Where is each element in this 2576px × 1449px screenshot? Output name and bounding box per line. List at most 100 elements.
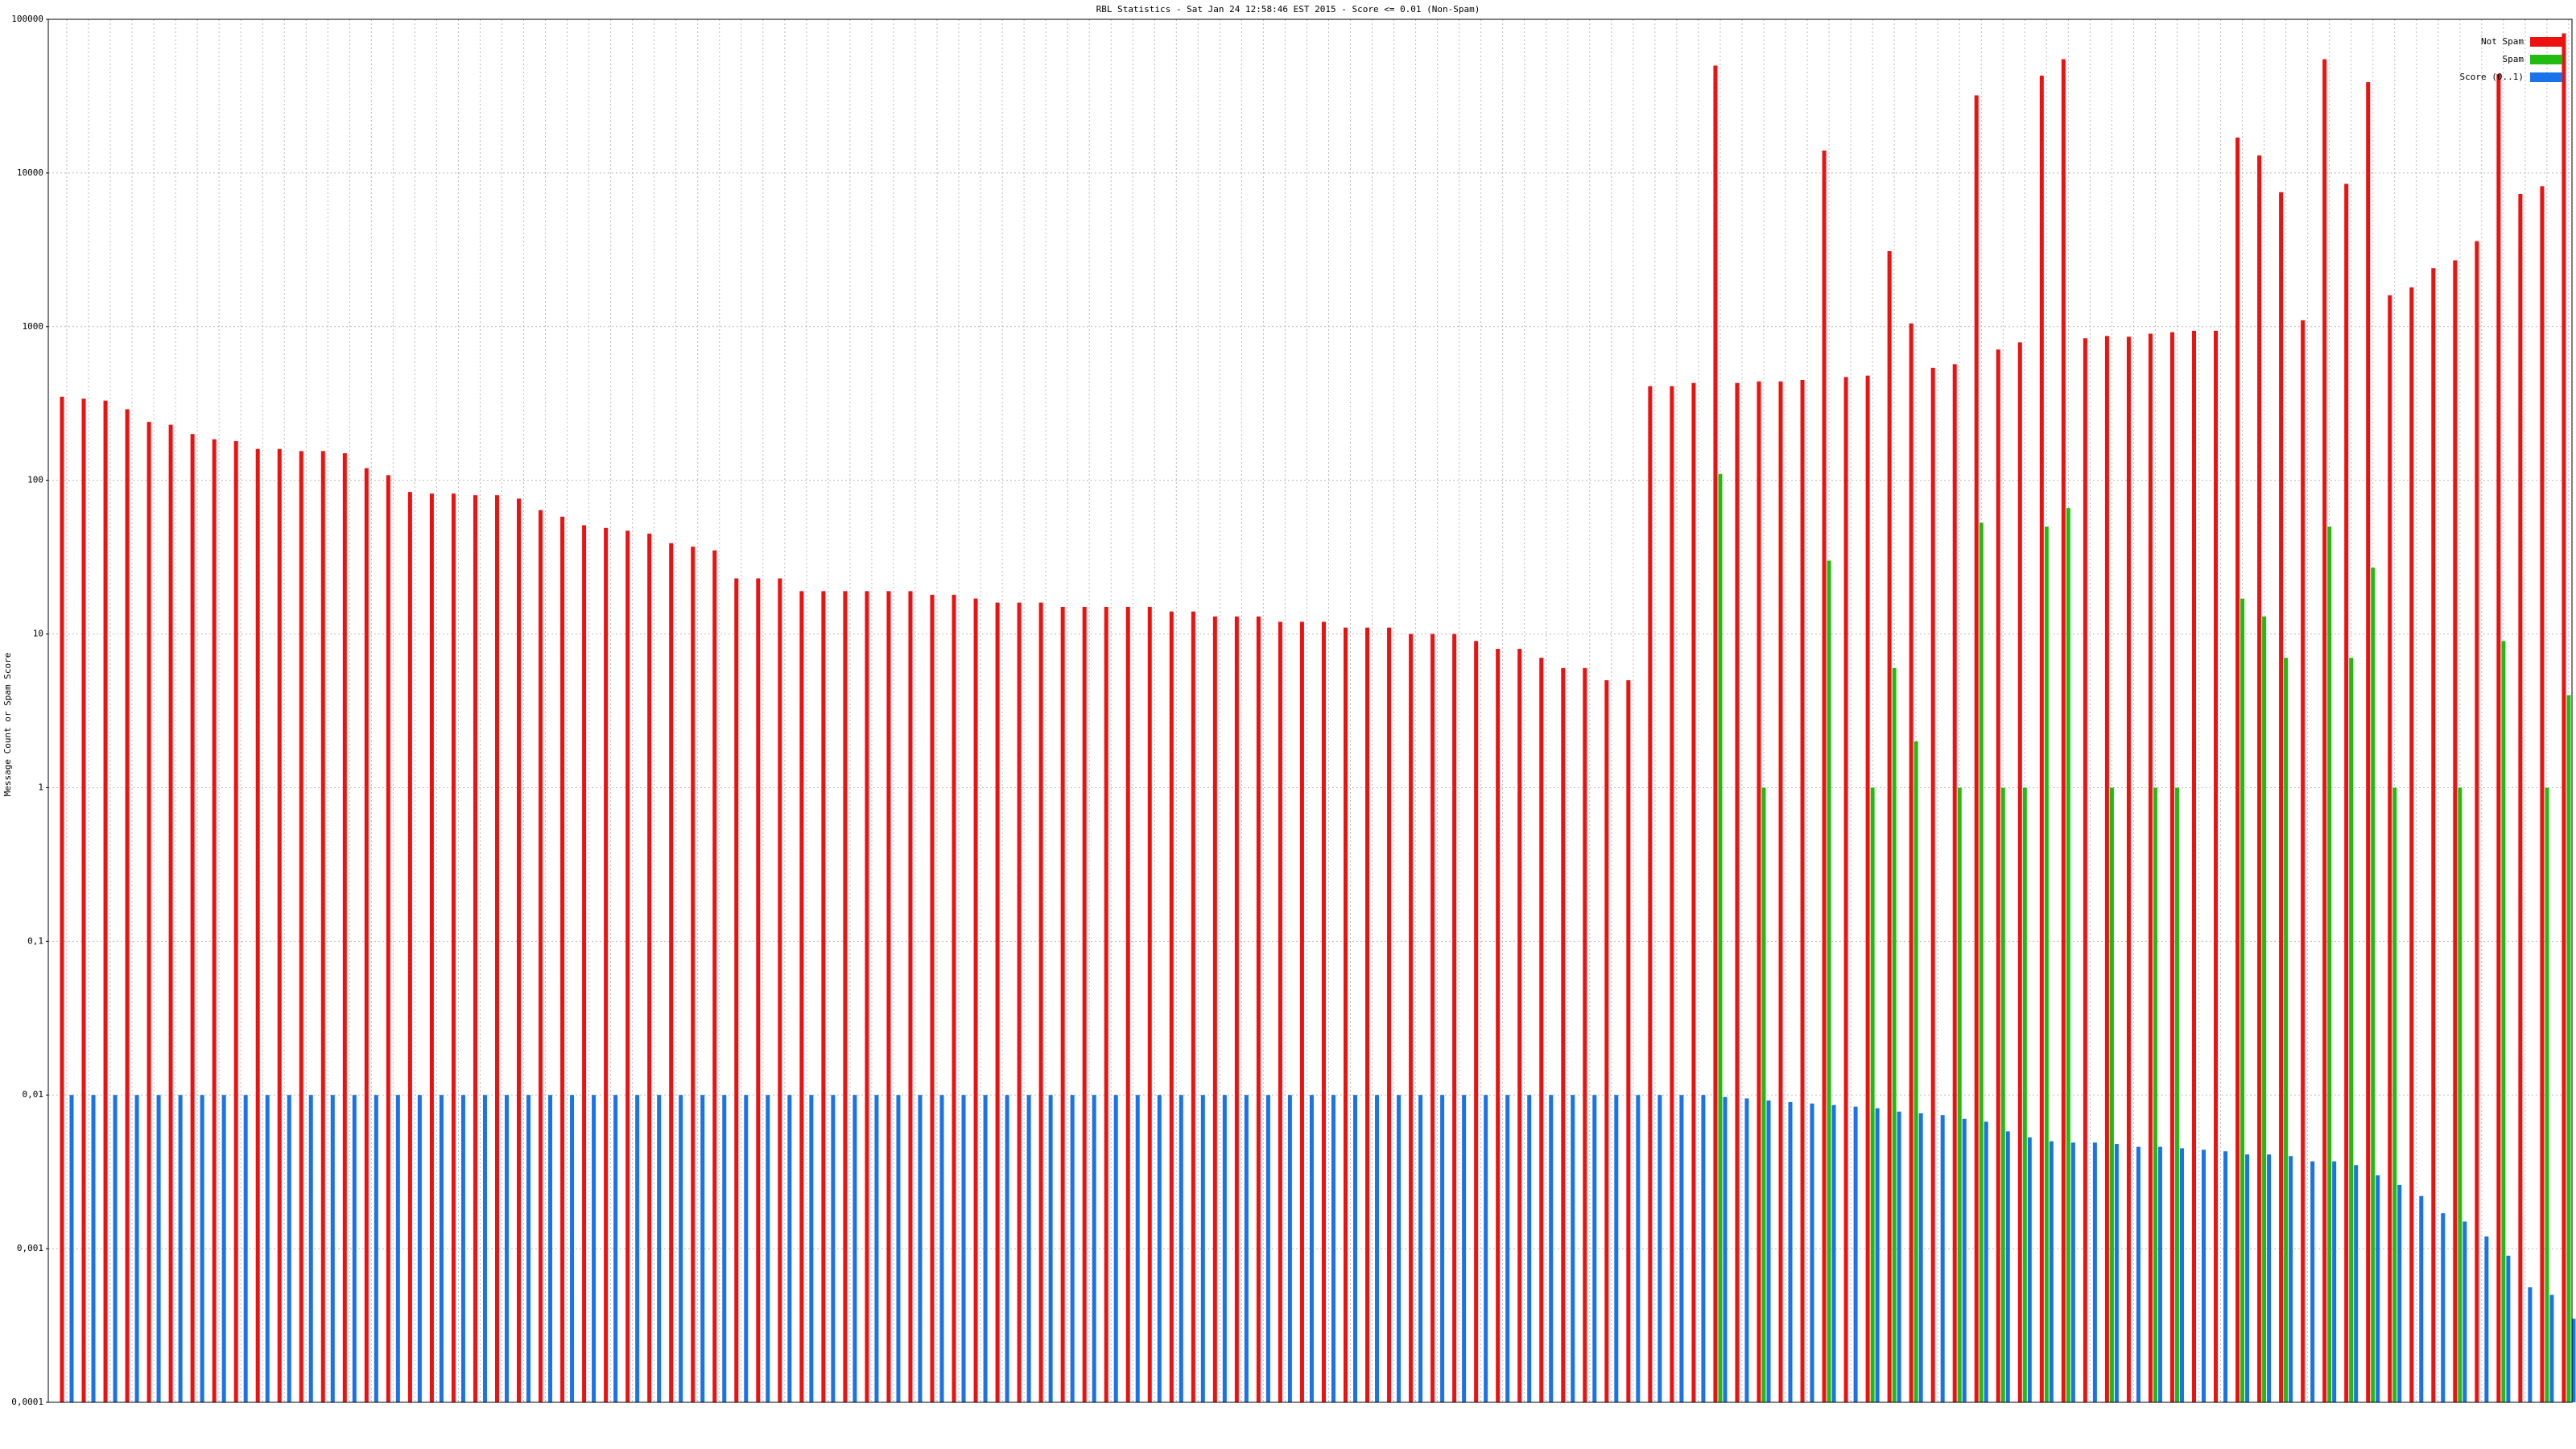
bar [2136, 1146, 2140, 1402]
bar [2027, 1137, 2032, 1402]
bar [1744, 1098, 1749, 1402]
bar [364, 468, 369, 1403]
bar [1831, 1104, 1836, 1402]
bar [2354, 1165, 2359, 1402]
bar [1940, 1115, 1945, 1402]
bar [125, 409, 130, 1402]
bar [2240, 598, 2245, 1402]
bar [190, 434, 195, 1402]
bar [2039, 75, 2044, 1402]
bar [1604, 680, 1609, 1402]
bar [1984, 1121, 1988, 1402]
bar [1409, 634, 1414, 1402]
bar [2528, 1287, 2533, 1402]
bar [1527, 1095, 1532, 1402]
bar [1822, 150, 1827, 1403]
bar [1125, 606, 1130, 1402]
bar [2344, 184, 2349, 1402]
bar [1549, 1095, 1554, 1402]
bar [613, 1095, 618, 1402]
bar [178, 1095, 183, 1402]
bar [1375, 1095, 1380, 1402]
bar [952, 594, 956, 1402]
y-tick-label: 1000 [23, 321, 44, 332]
bar [2114, 1144, 2119, 1402]
bar [1723, 1096, 1728, 1402]
bar [2376, 1175, 2380, 1402]
bar [1691, 382, 1696, 1402]
bar [69, 1095, 74, 1402]
bar [1048, 1095, 1053, 1402]
bar [1897, 1111, 1901, 1402]
bar [1648, 386, 1653, 1403]
bar [1299, 621, 1304, 1402]
bar [2496, 74, 2501, 1403]
bar [843, 591, 848, 1402]
bar [712, 550, 717, 1403]
bar [1800, 379, 1805, 1403]
bar [287, 1095, 291, 1402]
bar [1092, 1095, 1096, 1402]
y-tick-label: 0,1 [27, 935, 43, 946]
bar [1909, 323, 1913, 1403]
bar [1212, 616, 1217, 1402]
bar [635, 1095, 640, 1402]
legend-label: Score (0..1) [2460, 72, 2524, 82]
bar [2566, 695, 2571, 1402]
bar [2458, 787, 2462, 1402]
bar [1996, 349, 2000, 1402]
y-tick-label: 1 [38, 782, 43, 792]
bar [1892, 667, 1897, 1402]
bar [2462, 1221, 2467, 1402]
bar [233, 440, 238, 1402]
bar [2284, 658, 2289, 1402]
bar [570, 1095, 575, 1402]
bar [1365, 627, 1370, 1402]
y-tick-label: 10000 [17, 167, 43, 178]
bar [744, 1095, 749, 1402]
y-tick-label: 100 [27, 475, 43, 485]
bar [517, 498, 522, 1403]
bar [2262, 616, 2267, 1402]
bar [1200, 1095, 1205, 1402]
bar [1157, 1095, 1162, 1402]
bar [669, 543, 674, 1402]
bar [147, 422, 151, 1402]
bar [156, 1095, 161, 1402]
bar [2310, 1161, 2315, 1402]
bar [918, 1095, 923, 1402]
bar [1060, 606, 1065, 1402]
legend-label: Not Spam [2481, 36, 2524, 47]
y-tick-label: 100000 [11, 14, 43, 24]
bar [874, 1095, 879, 1402]
bar [2549, 1294, 2554, 1402]
bar [1930, 367, 1935, 1402]
bar [265, 1095, 270, 1402]
bar [2202, 1150, 2207, 1402]
bar [1843, 377, 1848, 1403]
bar [1679, 1095, 1684, 1402]
bar [1517, 649, 1522, 1402]
bar [1484, 1095, 1488, 1402]
bar [1440, 1095, 1445, 1402]
bar [2453, 260, 2458, 1402]
bar [308, 1095, 313, 1402]
bar [2000, 787, 2005, 1402]
bar [1865, 375, 1870, 1403]
bar [504, 1095, 509, 1402]
bar [2126, 336, 2131, 1403]
legend-swatch [2530, 55, 2562, 64]
bar [1191, 611, 1195, 1402]
bar [2279, 192, 2284, 1403]
bar [1614, 1095, 1619, 1402]
bar [2267, 1154, 2272, 1402]
bar [2540, 186, 2545, 1403]
bar [1104, 606, 1108, 1402]
bar [2192, 330, 2197, 1403]
bar [2322, 59, 2327, 1402]
bar [2214, 330, 2219, 1403]
bar [243, 1095, 248, 1402]
bar [1430, 634, 1435, 1402]
bar [134, 1095, 139, 1402]
